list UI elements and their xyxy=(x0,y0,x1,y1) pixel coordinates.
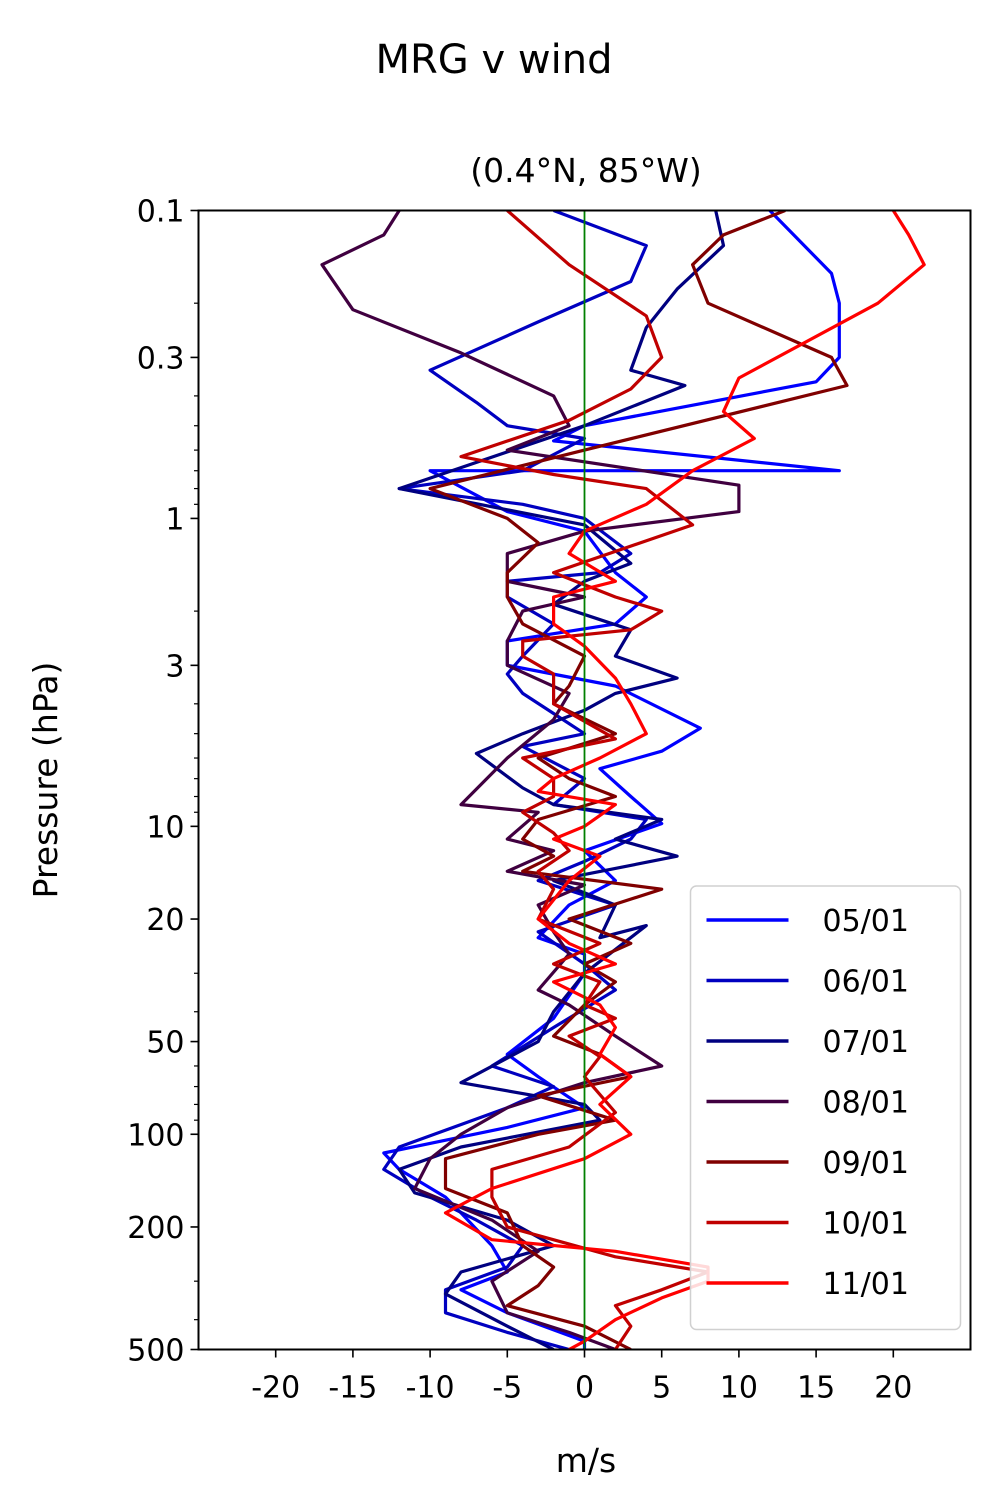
x-tick-label: 15 xyxy=(797,1371,835,1406)
series-line-08-01 xyxy=(320,210,741,1350)
chart-suptitle: MRG v wind xyxy=(376,37,613,83)
legend-label: 11/01 xyxy=(823,1267,909,1302)
legend: 05/01 06/01 07/01 08/01 09/01 10/01 11/01 xyxy=(689,885,962,1331)
y-tick-label: 0.1 xyxy=(137,195,185,230)
y-axis-label: Pressure (hPa) xyxy=(26,662,65,899)
y-tick-label: 1 xyxy=(165,502,184,537)
x-tick-label: 5 xyxy=(652,1371,671,1406)
y-tick-label: 20 xyxy=(146,903,184,938)
legend-label: 07/01 xyxy=(823,1025,909,1060)
legend-label: 06/01 xyxy=(823,965,909,1000)
series-line-07-01 xyxy=(397,210,726,1350)
y-tick-label: 50 xyxy=(146,1026,184,1061)
x-tick-label: 0 xyxy=(575,1371,594,1406)
y-tick-label: 500 xyxy=(127,1334,184,1369)
chart-title: (0.4°N, 85°W) xyxy=(470,151,702,190)
legend-box xyxy=(689,885,962,1331)
legend-label: 09/01 xyxy=(823,1146,909,1181)
y-tick-label: 200 xyxy=(127,1211,184,1246)
x-tick-label: -15 xyxy=(328,1371,377,1406)
legend-label: 05/01 xyxy=(823,904,909,939)
y-ticks: 0.1 0.3 1 3 10 20 50 100 200 500 xyxy=(127,195,199,1369)
y-tick-label: 10 xyxy=(146,810,184,845)
y-tick-label: 3 xyxy=(165,649,184,684)
x-tick-label: 20 xyxy=(874,1371,912,1406)
x-tick-label: -20 xyxy=(251,1371,300,1406)
y-tick-label: 100 xyxy=(127,1118,184,1153)
x-axis-label: m/s xyxy=(556,1441,616,1480)
x-tick-label: 10 xyxy=(720,1371,758,1406)
legend-label: 10/01 xyxy=(823,1207,909,1242)
series-line-10-01 xyxy=(459,210,710,1350)
series-line-05-01 xyxy=(382,210,841,1350)
x-ticks: -20 -15 -10 -5 0 5 10 15 20 xyxy=(251,1349,912,1406)
series-line-09-01 xyxy=(428,210,849,1350)
x-tick-label: -5 xyxy=(492,1371,522,1406)
series-line-11-01 xyxy=(443,210,926,1350)
legend-label: 08/01 xyxy=(823,1086,909,1121)
x-tick-label: -10 xyxy=(406,1371,455,1406)
y-tick-label: 0.3 xyxy=(137,341,185,376)
